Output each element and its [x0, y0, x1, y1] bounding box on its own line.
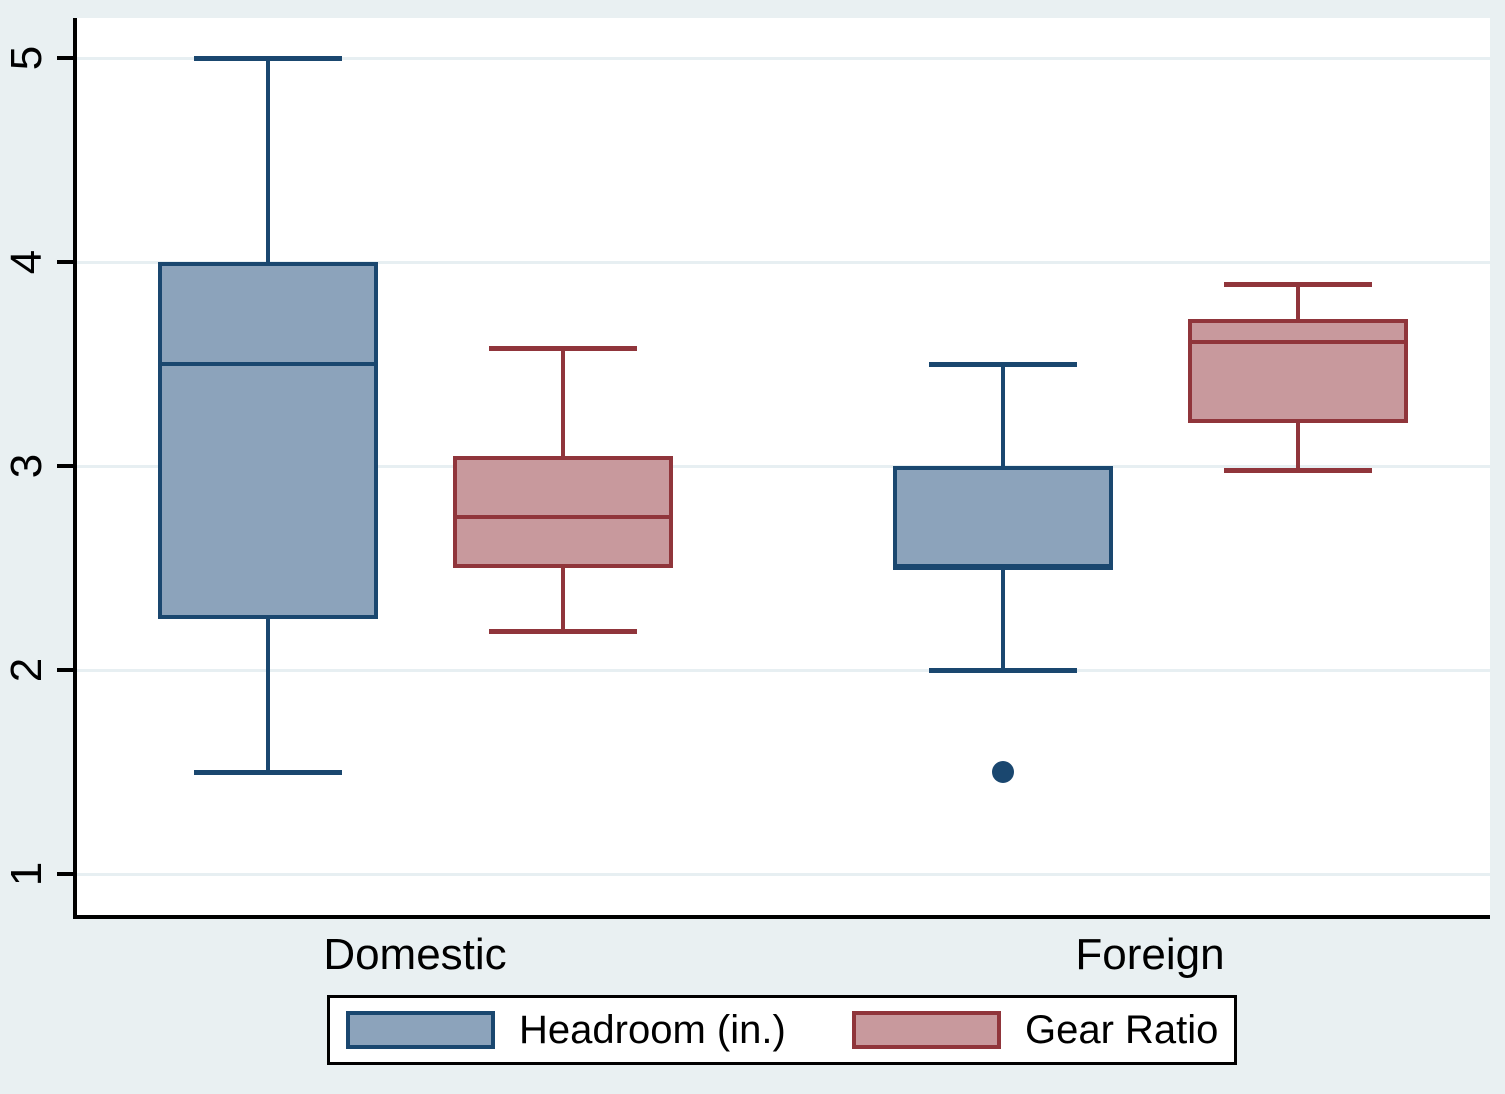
legend-entry-gear-ratio: Gear Ratio	[852, 998, 1218, 1062]
headroom-swatch-icon	[346, 1011, 495, 1049]
plot-area	[73, 18, 1490, 915]
x-axis-label-foreign: Foreign	[1075, 930, 1225, 979]
legend-label-gear-ratio: Gear Ratio	[1025, 1008, 1219, 1052]
y-tick-label: 2	[2, 657, 51, 683]
y-tick-mark	[57, 56, 73, 60]
y-tick-label: 1	[2, 861, 51, 887]
legend-entry-headroom: Headroom (in.)	[346, 998, 786, 1062]
y-tick-mark	[57, 668, 73, 672]
y-tick-mark	[57, 464, 73, 468]
y-tick-mark	[57, 872, 73, 876]
y-tick-label: 4	[2, 249, 51, 275]
y-tick-label: 3	[2, 453, 51, 479]
y-tick-mark	[57, 260, 73, 264]
legend-label-headroom: Headroom (in.)	[519, 1008, 786, 1052]
gear-ratio-swatch-icon	[852, 1011, 1001, 1049]
x-axis-line	[73, 915, 1490, 919]
y-tick-label: 5	[2, 45, 51, 71]
y-axis-line	[73, 18, 77, 919]
x-axis-label-domestic: Domestic	[323, 930, 507, 979]
legend: Headroom (in.) Gear Ratio	[327, 995, 1237, 1065]
